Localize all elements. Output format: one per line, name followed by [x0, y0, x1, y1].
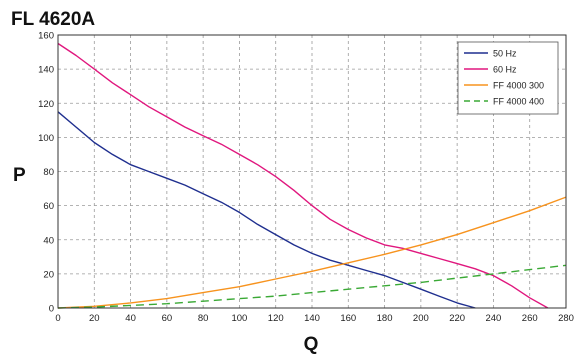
x-tick-label: 240 [485, 313, 501, 324]
x-tick-label: 200 [413, 313, 429, 324]
series-line-4 [57, 264, 567, 309]
y-tick-label: 120 [38, 99, 54, 110]
series-layer [57, 42, 567, 309]
legend-label: 60 Hz [493, 65, 517, 75]
x-axis-label: Q [304, 334, 319, 355]
series-line-1 [57, 111, 476, 309]
x-tick-label: 80 [198, 313, 209, 324]
legend-label: FF 4000 400 [493, 97, 544, 107]
plot-frame [57, 34, 567, 309]
y-tick-label: 20 [43, 269, 54, 280]
tick-labels: 0 20 40 60 80 100 120 140 160 180 200 220 240 260 280 0… [38, 31, 574, 325]
legend-label: 50 Hz [493, 49, 517, 59]
y-tick-label: 60 [43, 201, 54, 212]
x-tick-label: 20 [89, 313, 100, 324]
series-line-3 [57, 196, 567, 309]
legend: 50 Hz 60 Hz FF 4000 300 FF 4000 400 [457, 41, 559, 115]
x-tick-label: 0 [55, 313, 60, 324]
legend-label: FF 4000 300 [493, 81, 544, 91]
x-tick-label: 40 [125, 313, 136, 324]
x-tick-label: 60 [162, 313, 173, 324]
y-tick-label: 140 [38, 65, 54, 76]
x-tick-label: 100 [231, 313, 247, 324]
x-tick-label: 280 [558, 313, 574, 324]
legend-box [457, 41, 559, 115]
y-tick-label: 40 [43, 235, 54, 246]
series-line-2 [57, 42, 549, 309]
x-tick-label: 220 [449, 313, 465, 324]
y-tick-label: 160 [38, 31, 54, 42]
y-axis-label: P [13, 165, 26, 186]
x-tick-label: 120 [268, 313, 284, 324]
x-tick-label: 260 [522, 313, 538, 324]
x-tick-label: 140 [304, 313, 320, 324]
chart-title: FL 4620A [11, 9, 95, 30]
x-tick-label: 160 [340, 313, 356, 324]
y-tick-label: 100 [38, 133, 54, 144]
y-tick-label: 80 [43, 167, 54, 178]
x-tick-label: 180 [377, 313, 393, 324]
y-tick-label: 0 [49, 304, 54, 315]
